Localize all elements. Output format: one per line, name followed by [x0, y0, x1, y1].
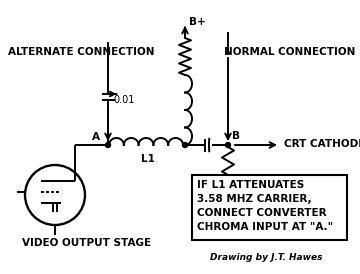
- Circle shape: [105, 142, 111, 147]
- Text: VIDEO OUTPUT STAGE: VIDEO OUTPUT STAGE: [22, 238, 151, 248]
- Text: 0.01: 0.01: [113, 95, 134, 105]
- Circle shape: [225, 142, 230, 147]
- Text: A: A: [92, 132, 100, 142]
- Text: NORMAL CONNECTION: NORMAL CONNECTION: [224, 47, 355, 57]
- FancyBboxPatch shape: [192, 175, 347, 240]
- Text: CHROMA INPUT AT "A.": CHROMA INPUT AT "A.": [197, 222, 333, 232]
- Circle shape: [183, 142, 188, 147]
- Text: CRT CATHODE: CRT CATHODE: [284, 139, 360, 149]
- Text: B+: B+: [189, 17, 206, 27]
- Text: 3.58 MHZ CARRIER,: 3.58 MHZ CARRIER,: [197, 194, 312, 204]
- Text: CONNECT CONVERTER: CONNECT CONVERTER: [197, 208, 327, 218]
- Text: IF L1 ATTENUATES: IF L1 ATTENUATES: [197, 180, 304, 190]
- Text: Drawing by J.T. Hawes: Drawing by J.T. Hawes: [210, 253, 323, 261]
- Text: ALTERNATE CONNECTION: ALTERNATE CONNECTION: [8, 47, 154, 57]
- Text: B: B: [232, 131, 240, 141]
- Text: L1: L1: [140, 154, 154, 164]
